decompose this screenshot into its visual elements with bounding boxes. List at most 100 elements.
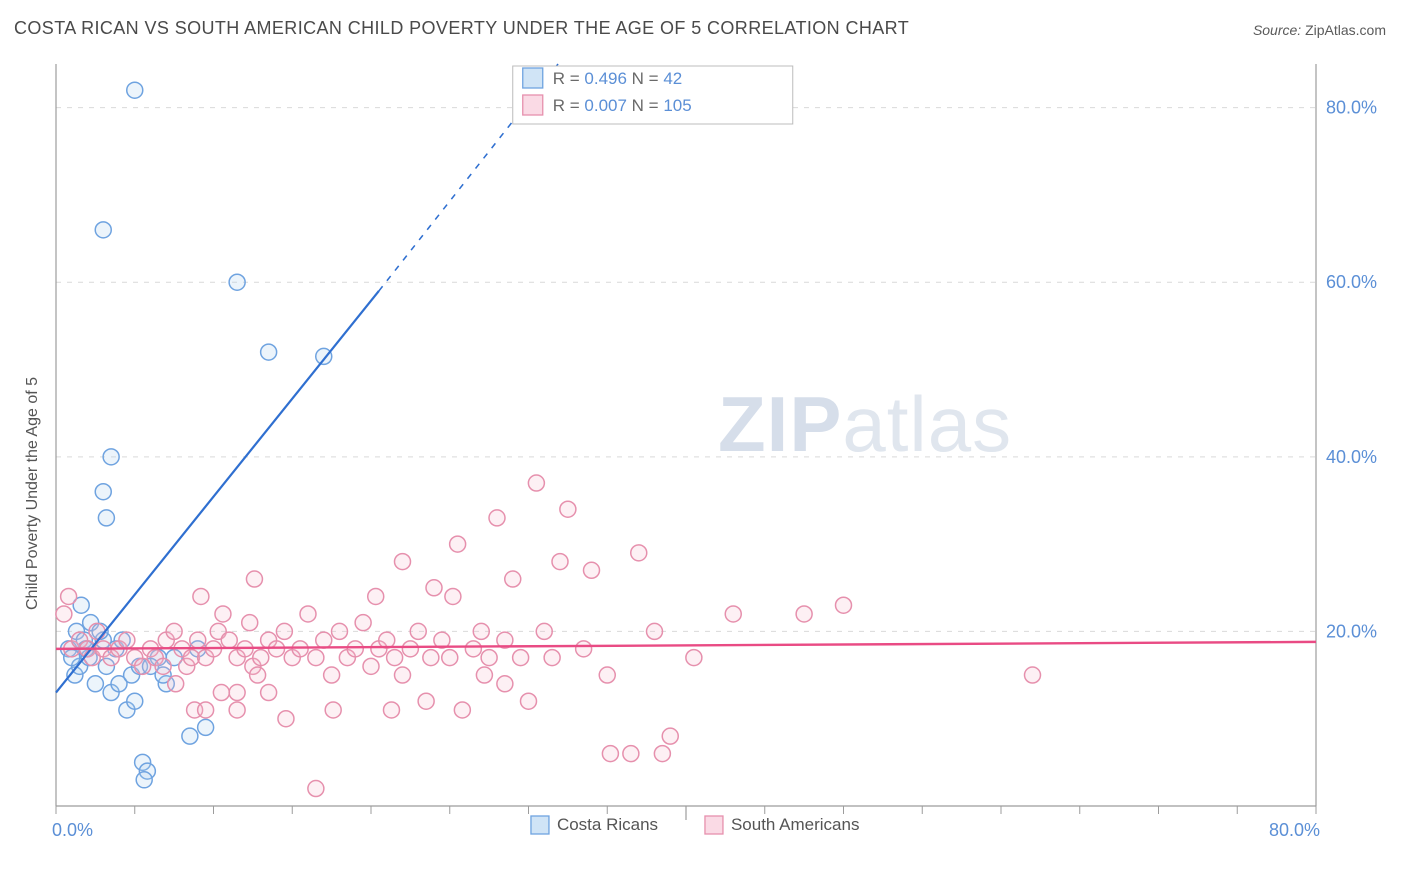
data-point — [56, 606, 72, 622]
legend-swatch — [523, 68, 543, 88]
data-point — [221, 632, 237, 648]
data-point — [127, 693, 143, 709]
data-point — [383, 702, 399, 718]
data-point — [316, 632, 332, 648]
data-point — [166, 623, 182, 639]
data-point — [332, 623, 348, 639]
bottom-legend-swatch — [705, 816, 723, 834]
data-point — [347, 641, 363, 657]
correlation-chart: ZIPatlas0.0%80.0%20.0%40.0%60.0%80.0%R =… — [50, 56, 1386, 846]
data-point — [623, 746, 639, 762]
data-point — [95, 484, 111, 500]
data-point — [229, 685, 245, 701]
source-value: ZipAtlas.com — [1305, 22, 1386, 38]
data-point — [725, 606, 741, 622]
data-point — [489, 510, 505, 526]
data-point — [395, 667, 411, 683]
data-point — [119, 632, 135, 648]
data-point — [387, 650, 403, 666]
source-attribution: Source: ZipAtlas.com — [1253, 22, 1386, 38]
data-point — [127, 82, 143, 98]
data-point — [261, 685, 277, 701]
data-point — [87, 676, 103, 692]
data-point — [445, 588, 461, 604]
data-point — [379, 632, 395, 648]
data-point — [89, 623, 105, 639]
data-point — [98, 510, 114, 526]
data-point — [426, 580, 442, 596]
source-label: Source: — [1253, 22, 1301, 38]
data-point — [528, 475, 544, 491]
data-point — [1025, 667, 1041, 683]
page-title: COSTA RICAN VS SOUTH AMERICAN CHILD POVE… — [14, 18, 909, 39]
data-point — [363, 658, 379, 674]
data-point — [103, 449, 119, 465]
data-point — [242, 615, 258, 631]
data-point — [513, 650, 529, 666]
data-point — [182, 728, 198, 744]
y-tick-label: 40.0% — [1326, 447, 1377, 467]
data-point — [213, 685, 229, 701]
data-point — [198, 719, 214, 735]
data-point — [276, 623, 292, 639]
data-point — [198, 702, 214, 718]
data-point — [536, 623, 552, 639]
data-point — [250, 667, 266, 683]
x-tick-label: 80.0% — [1269, 820, 1320, 840]
data-point — [395, 554, 411, 570]
data-point — [481, 650, 497, 666]
data-point — [544, 650, 560, 666]
data-point — [584, 562, 600, 578]
data-point — [505, 571, 521, 587]
data-point — [599, 667, 615, 683]
bottom-legend-label: South Americans — [731, 815, 860, 834]
data-point — [418, 693, 434, 709]
data-point — [308, 650, 324, 666]
data-point — [410, 623, 426, 639]
data-point — [61, 588, 77, 604]
data-point — [261, 344, 277, 360]
legend-swatch — [523, 95, 543, 115]
data-point — [300, 606, 316, 622]
data-point — [278, 711, 294, 727]
data-point — [465, 641, 481, 657]
data-point — [476, 667, 492, 683]
data-point — [442, 650, 458, 666]
data-point — [662, 728, 678, 744]
data-point — [229, 702, 245, 718]
data-point — [355, 615, 371, 631]
data-point — [215, 606, 231, 622]
data-point — [253, 650, 269, 666]
data-point — [654, 746, 670, 762]
data-point — [560, 501, 576, 517]
chart-svg: ZIPatlas0.0%80.0%20.0%40.0%60.0%80.0%R =… — [50, 56, 1386, 846]
data-point — [423, 650, 439, 666]
y-axis-label: Child Poverty Under the Age of 5 — [24, 377, 42, 610]
watermark: ZIPatlas — [718, 380, 1012, 468]
legend-stat-row: R = 0.007 N = 105 — [553, 96, 692, 115]
data-point — [229, 274, 245, 290]
y-tick-label: 80.0% — [1326, 98, 1377, 118]
data-point — [631, 545, 647, 561]
bottom-legend-swatch — [531, 816, 549, 834]
data-point — [497, 676, 513, 692]
data-point — [95, 222, 111, 238]
data-point — [136, 772, 152, 788]
data-point — [552, 554, 568, 570]
data-point — [647, 623, 663, 639]
y-tick-label: 60.0% — [1326, 272, 1377, 292]
data-point — [368, 588, 384, 604]
data-point — [836, 597, 852, 613]
data-point — [473, 623, 489, 639]
data-point — [576, 641, 592, 657]
data-point — [796, 606, 812, 622]
data-point — [324, 667, 340, 683]
data-point — [190, 632, 206, 648]
data-point — [325, 702, 341, 718]
x-tick-label: 0.0% — [52, 820, 93, 840]
data-point — [521, 693, 537, 709]
data-point — [155, 658, 171, 674]
legend-stat-row: R = 0.496 N = 42 — [553, 69, 683, 88]
data-point — [450, 536, 466, 552]
data-point — [292, 641, 308, 657]
